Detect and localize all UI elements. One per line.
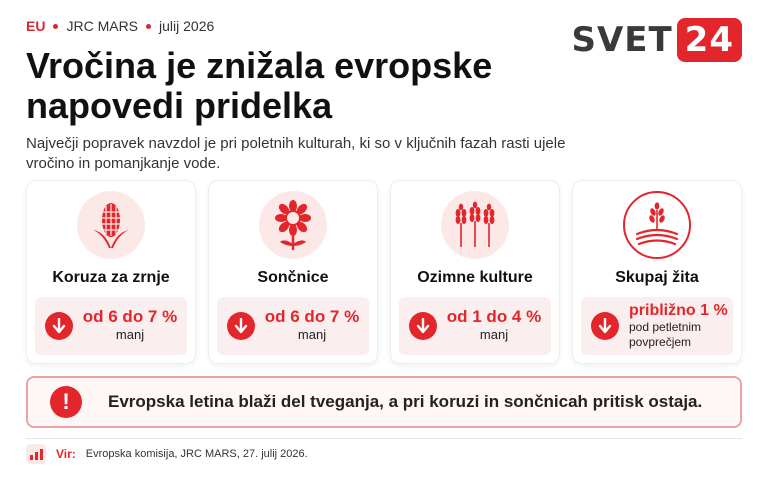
source-text: Evropska komisija, JRC MARS, 27. julij 2… <box>85 448 308 460</box>
card-value-box: približno 1 % pod petletnim povprečjem <box>581 297 733 355</box>
card-unit: manj <box>297 327 327 342</box>
region-tag: EU <box>26 18 46 34</box>
source-tag: JRC MARS <box>66 18 139 34</box>
corn-icon <box>77 191 145 259</box>
arrow-down-icon <box>45 312 73 340</box>
card-label: Skupaj žita <box>615 269 699 286</box>
card-winter-crops: Ozimne kulture od 1 do 4 % manj <box>390 180 560 364</box>
card-corn: Koruza za zrnje od 6 do 7 % manj <box>26 180 196 364</box>
grain-field-icon <box>623 191 691 259</box>
card-value-box: od 1 do 4 % manj <box>399 297 551 355</box>
logo-text: SVET <box>571 20 673 60</box>
card-label: Sončnice <box>257 269 329 286</box>
card-total-grains: Skupaj žita približno 1 % pod petletnim … <box>572 180 742 364</box>
logo-number: 24 <box>676 18 742 62</box>
card-unit: manj <box>115 327 145 342</box>
arrow-down-icon <box>591 312 619 340</box>
alert-banner: ! Evropska letina blaži del tveganja, a … <box>26 376 742 428</box>
arrow-down-icon <box>227 312 255 340</box>
separator-dot <box>146 23 152 29</box>
source-label: Vir: <box>56 447 76 461</box>
card-value-box: od 6 do 7 % manj <box>217 297 369 355</box>
footer-divider <box>26 438 742 439</box>
page-subtitle: Največji popravek navzdol je pri poletni… <box>26 135 566 172</box>
header-tags: EU JRC MARS julij 2026 <box>26 18 214 34</box>
card-value: od 6 do 7 % <box>264 307 360 326</box>
exclamation-icon: ! <box>50 386 82 418</box>
arrow-down-icon <box>409 312 437 340</box>
card-value: od 6 do 7 % <box>82 307 178 326</box>
card-value-box: od 6 do 7 % manj <box>35 297 187 355</box>
crop-cards: Koruza za zrnje od 6 do 7 % manj <box>26 180 742 364</box>
source-line: Vir: Evropska komisija, JRC MARS, 27. ju… <box>26 444 308 464</box>
sunflower-icon <box>259 191 327 259</box>
wheat-icon <box>441 191 509 259</box>
page-title: Vročina je znižala evropske napovedi pri… <box>26 45 493 126</box>
separator-dot <box>53 23 59 29</box>
card-unit: manj <box>479 327 509 342</box>
bar-chart-icon <box>26 444 46 464</box>
card-label: Koruza za zrnje <box>52 269 170 286</box>
card-value: od 1 do 4 % <box>446 307 542 326</box>
card-sunflower: Sončnice od 6 do 7 % manj <box>208 180 378 364</box>
card-value: približno 1 % <box>629 302 728 319</box>
brand-logo[interactable]: SVET 24 <box>571 18 742 62</box>
alert-text: Evropska letina blaži del tveganja, a pr… <box>108 392 703 411</box>
card-unit: pod petletnim povprečjem <box>629 320 702 349</box>
card-label: Ozimne kulture <box>417 269 533 286</box>
date-tag: julij 2026 <box>159 18 215 34</box>
